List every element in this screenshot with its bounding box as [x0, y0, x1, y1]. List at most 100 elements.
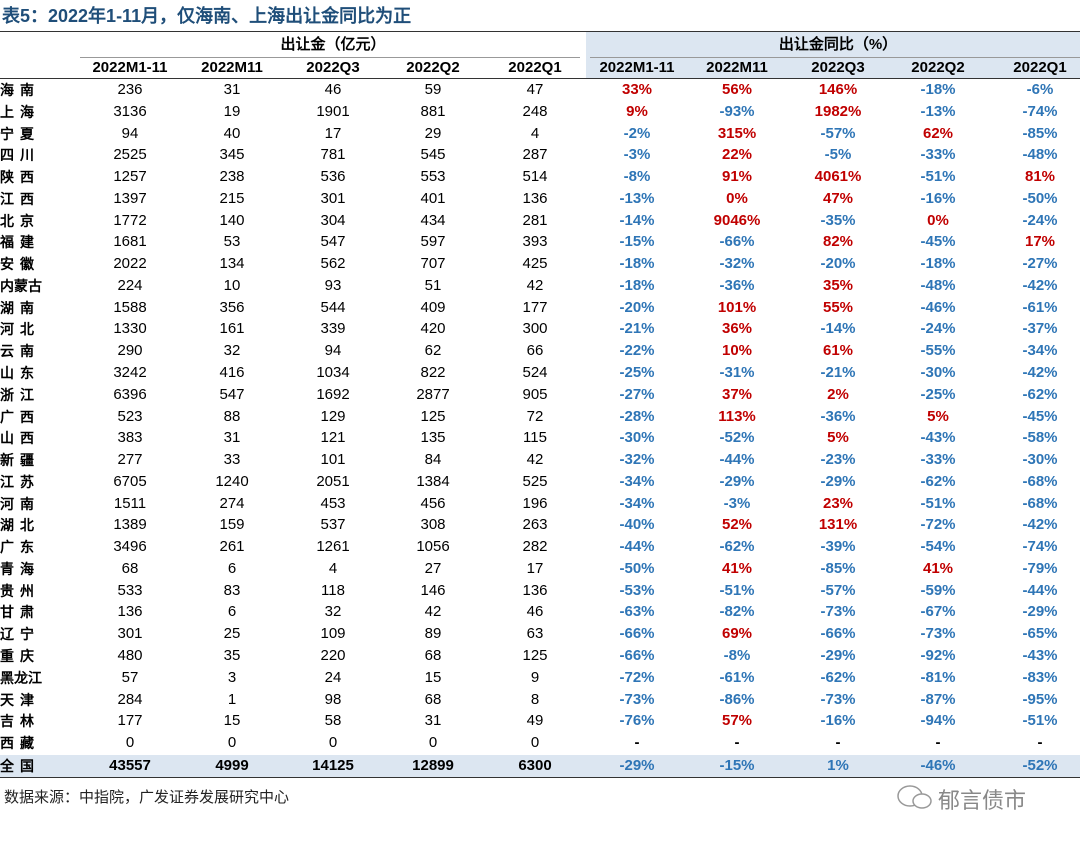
- row-label: 广西: [0, 408, 40, 425]
- header-shade: [586, 32, 1080, 79]
- yoy-cell: -61%: [1022, 298, 1058, 316]
- row-label: 湖南: [0, 299, 40, 316]
- value-cell: 17: [324, 124, 342, 142]
- yoy-cell: -72%: [619, 668, 655, 686]
- yoy-cell: -18%: [920, 81, 956, 98]
- value-cell: 29: [424, 124, 442, 142]
- yoy-cell: -62%: [719, 538, 755, 556]
- value-cell: 0: [428, 734, 438, 752]
- value-cell: 547: [219, 385, 245, 403]
- value-cell: 393: [522, 233, 548, 251]
- yoy-cell: -29%: [719, 472, 755, 490]
- yoy-cell: 17%: [1024, 233, 1056, 251]
- yoy-cell: -44%: [619, 538, 655, 556]
- value-cell: 33: [223, 451, 241, 469]
- value-cell: 53: [223, 233, 241, 251]
- yoy-cell: -: [1037, 734, 1043, 752]
- value-cell: 24: [324, 668, 342, 686]
- value-cell: 536: [320, 168, 346, 186]
- yoy-cell: -13%: [920, 102, 956, 120]
- yoy-cell: -53%: [619, 581, 655, 599]
- value-cell: 46: [324, 81, 342, 98]
- yoy-cell: -24%: [920, 320, 956, 338]
- yoy-cell: -15%: [619, 233, 655, 251]
- value-cell: 301: [320, 189, 346, 207]
- value-cell: 0: [328, 734, 338, 752]
- value-cell: 409: [420, 298, 446, 316]
- value-cell: 1257: [113, 168, 147, 186]
- rule: [80, 57, 580, 58]
- yoy-cell: -2%: [623, 124, 651, 142]
- watermark: 郁言债市: [938, 788, 1027, 813]
- yoy-cell: 47%: [822, 189, 854, 207]
- yoy-cell: -24%: [1022, 211, 1058, 229]
- value-cell: 68: [424, 647, 442, 665]
- value-cell: 146: [420, 581, 446, 599]
- value-cell: 453: [320, 494, 346, 512]
- value-cell: 94: [324, 342, 342, 360]
- yoy-cell: -30%: [920, 364, 956, 381]
- value-cell: 480: [117, 647, 143, 665]
- yoy-cell: -68%: [1022, 472, 1058, 490]
- yoy-cell: -62%: [820, 668, 856, 686]
- value-cell: 537: [320, 516, 346, 534]
- value-cell: 129: [320, 407, 346, 425]
- value-cell: 101: [320, 451, 346, 469]
- value-cell: 14125: [312, 757, 354, 774]
- value-cell: 17: [526, 559, 544, 577]
- value-cell: 290: [117, 342, 143, 360]
- yoy-cell: 52%: [721, 516, 753, 534]
- yoy-cell: -87%: [920, 690, 956, 708]
- value-cell: 1240: [215, 472, 249, 490]
- value-cell: 25: [223, 625, 241, 643]
- value-cell: 1588: [113, 298, 147, 316]
- row-label: 湖北: [0, 517, 40, 534]
- value-cell: 51: [424, 276, 442, 294]
- yoy-cell: -29%: [820, 472, 856, 490]
- value-cell: 547: [320, 233, 346, 251]
- yoy-cell: 9%: [626, 102, 648, 120]
- yoy-cell: -52%: [1022, 757, 1058, 774]
- row-label: 内蒙古: [0, 277, 42, 294]
- yoy-cell: -13%: [619, 189, 655, 207]
- value-cell: 434: [420, 211, 446, 229]
- value-cell: 93: [324, 276, 342, 294]
- yoy-cell: -20%: [619, 298, 655, 316]
- yoy-cell: 5%: [827, 429, 849, 447]
- yoy-cell: -42%: [1022, 516, 1058, 534]
- value-cell: 277: [117, 451, 143, 469]
- row-label: 安徽: [0, 256, 40, 273]
- yoy-cell: 33%: [621, 81, 653, 98]
- value-cell: 46: [526, 603, 544, 621]
- yoy-cell: -81%: [920, 668, 956, 686]
- yoy-cell: 23%: [822, 494, 854, 512]
- value-cell: 553: [420, 168, 446, 186]
- yoy-cell: -48%: [920, 276, 956, 294]
- yoy-cell: -50%: [1022, 189, 1058, 207]
- value-cell: 263: [522, 516, 548, 534]
- yoy-cell: 131%: [818, 516, 858, 534]
- row-label: 广东: [0, 539, 40, 556]
- row-label: 吉林: [0, 713, 40, 730]
- yoy-cell: -36%: [820, 407, 856, 425]
- value-cell: 281: [522, 211, 548, 229]
- column-header: 2022M11: [201, 59, 263, 76]
- value-cell: 1330: [113, 320, 147, 338]
- value-cell: 1034: [316, 364, 350, 381]
- yoy-cell: -35%: [820, 211, 856, 229]
- value-cell: 1692: [316, 385, 350, 403]
- yoy-cell: -34%: [619, 472, 655, 490]
- row-label: 新疆: [0, 452, 40, 469]
- value-cell: 9: [530, 668, 540, 686]
- yoy-cell: 41%: [721, 559, 753, 577]
- yoy-cell: -27%: [1022, 255, 1058, 273]
- row-label: 浙江: [0, 386, 40, 403]
- yoy-cell: -: [634, 734, 640, 752]
- column-header: 2022M1-11: [599, 59, 675, 76]
- value-cell: 1389: [113, 516, 147, 534]
- value-cell: 125: [420, 407, 446, 425]
- value-cell: 707: [420, 255, 446, 273]
- yoy-cell: -44%: [719, 451, 755, 469]
- row-label: 宁夏: [0, 125, 40, 142]
- value-cell: 8: [530, 690, 540, 708]
